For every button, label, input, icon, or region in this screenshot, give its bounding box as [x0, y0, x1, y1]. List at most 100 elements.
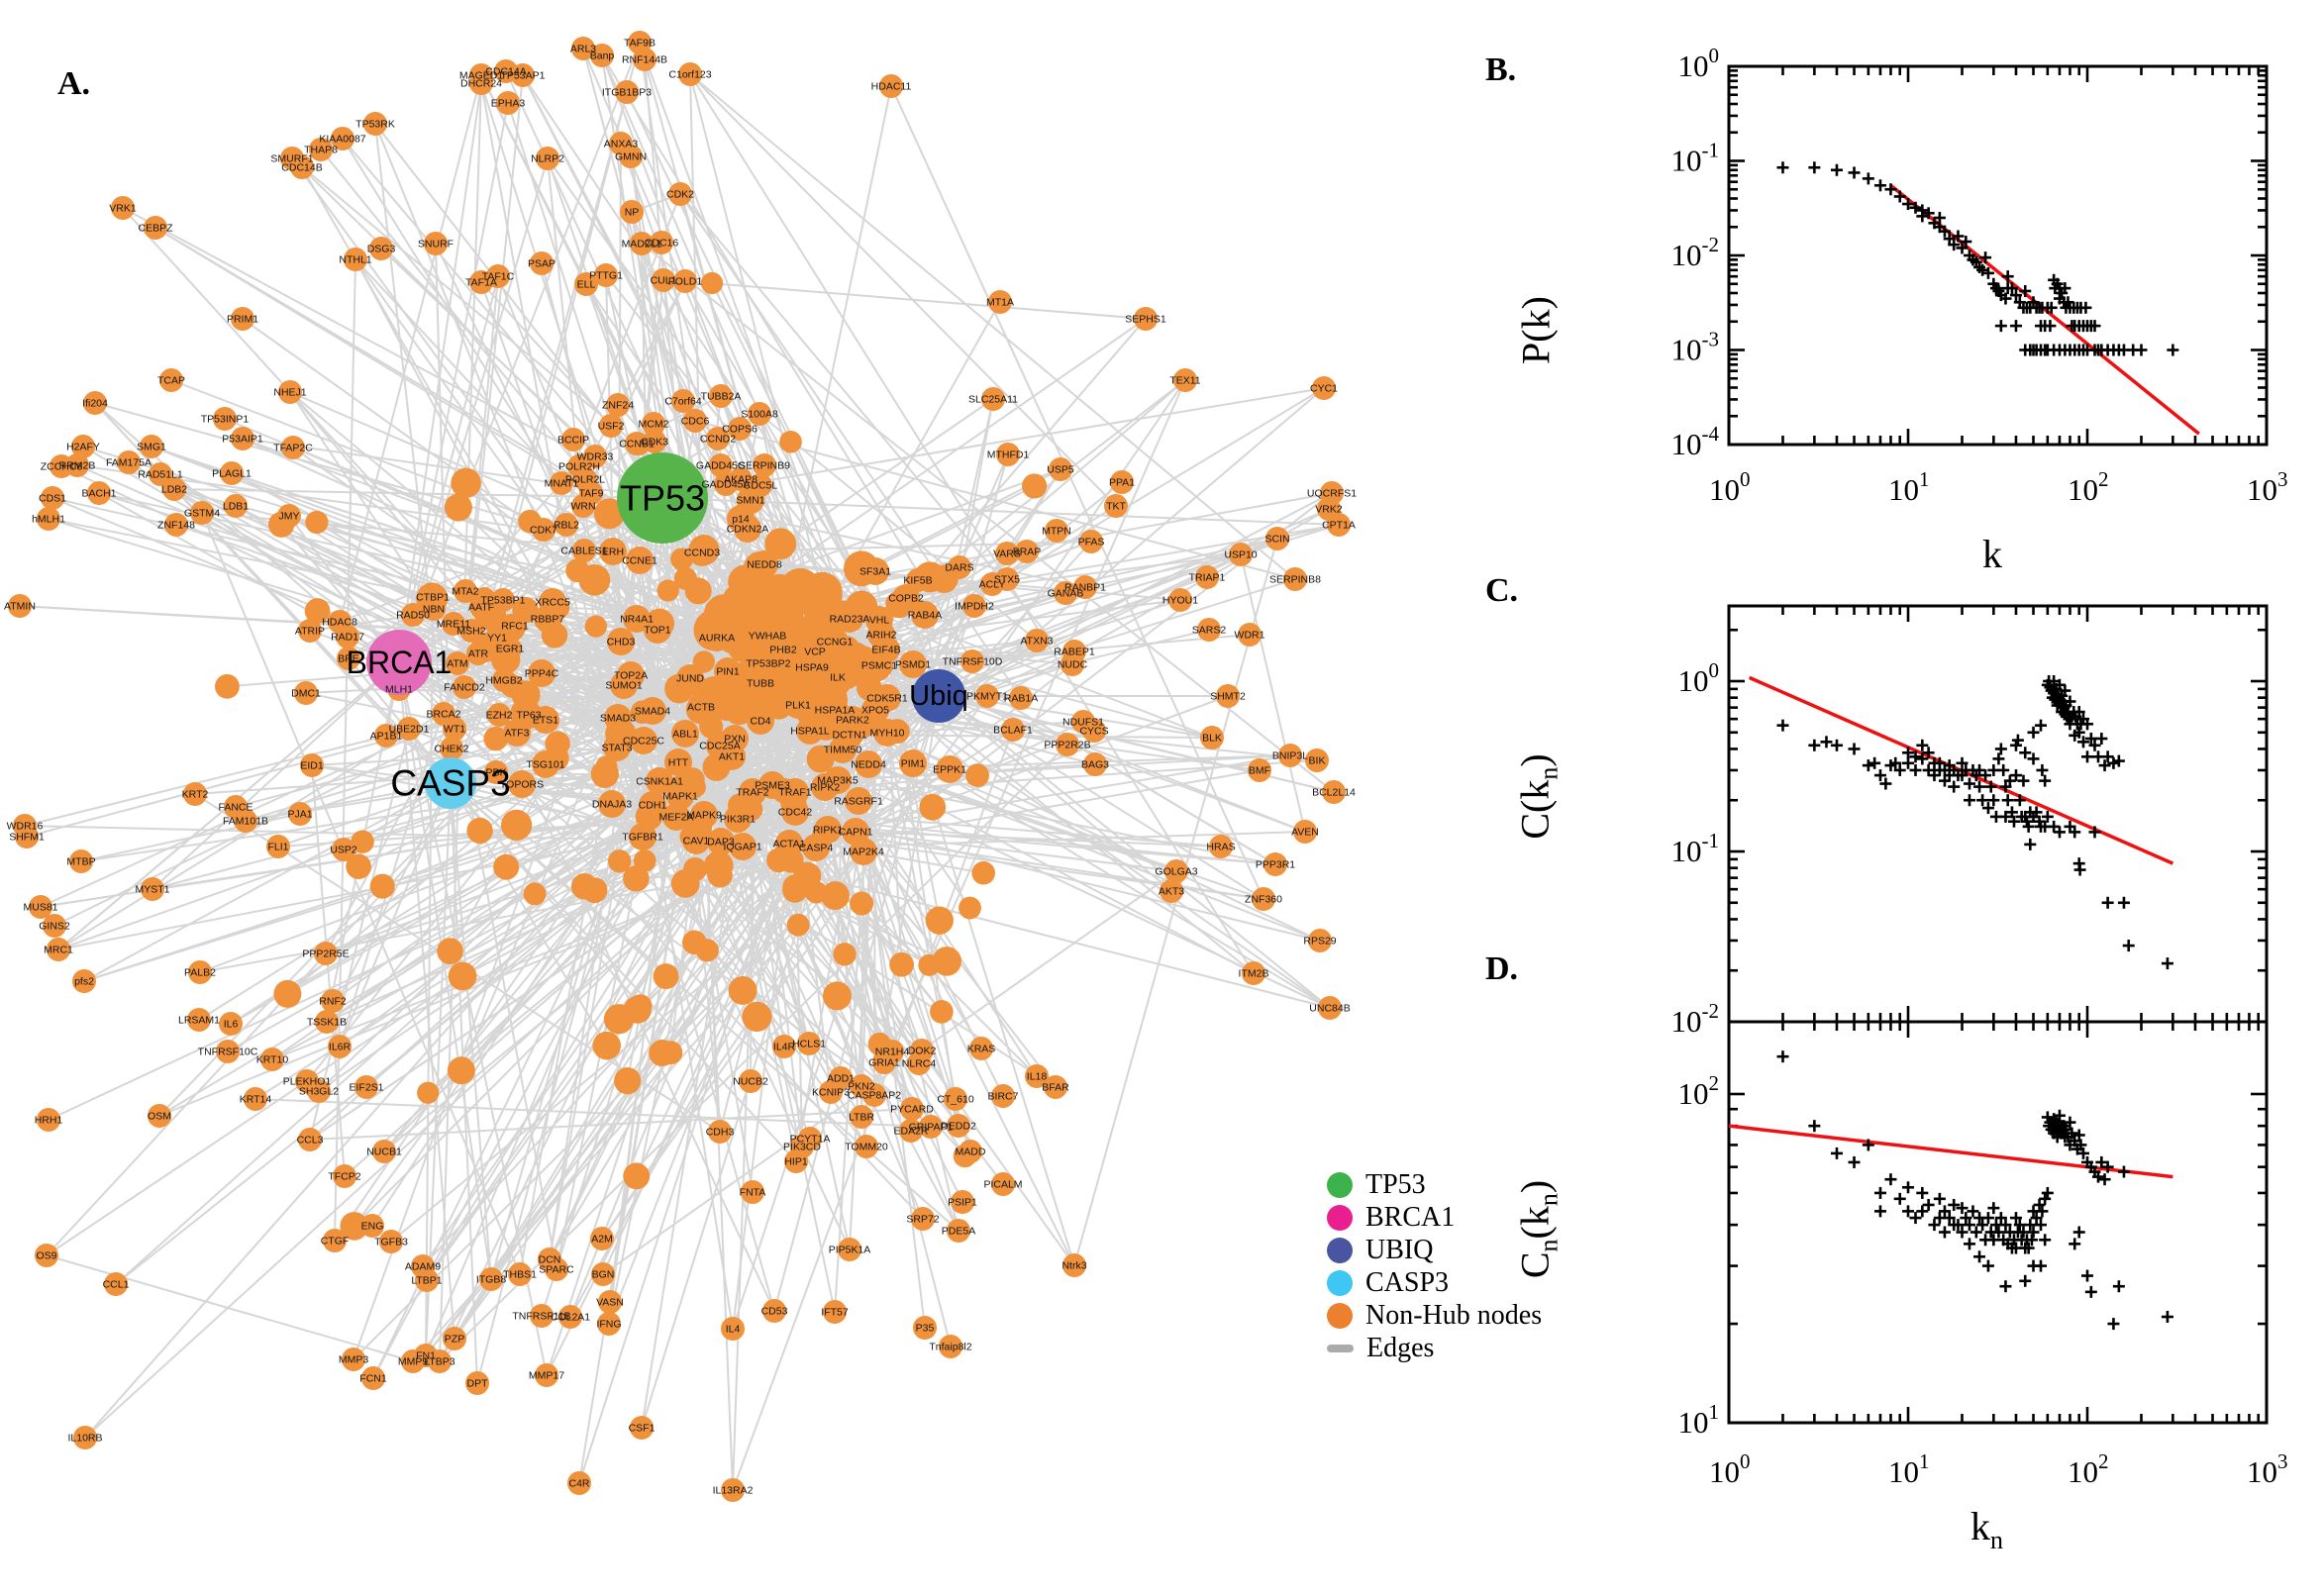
- network-node: [639, 791, 666, 819]
- network-node-label: POLR2L: [565, 474, 605, 486]
- network-node-label: OSM: [148, 1111, 171, 1123]
- network-node-label: MADD: [956, 1147, 986, 1158]
- network-node: [1015, 540, 1039, 563]
- network-node-label: HSPA9: [795, 662, 829, 674]
- network-node-label: PIM1: [901, 758, 926, 770]
- edge: [689, 73, 1255, 974]
- network-node: [650, 231, 673, 254]
- network-node-label: ATM: [447, 658, 467, 670]
- x-tick-label: 100: [1709, 467, 1751, 507]
- network-node: [496, 91, 520, 115]
- network-node-label: TNFRSF11B: [512, 1311, 570, 1323]
- network-node-label: SF3A1: [859, 566, 891, 578]
- edge: [46, 1254, 414, 1362]
- network-node-label: EGR1: [496, 644, 525, 655]
- network-node: [962, 594, 986, 618]
- plot-ticks: [1727, 64, 2269, 447]
- network-node: [639, 697, 666, 725]
- network-node: [298, 619, 322, 643]
- network-node-label: ANXA3: [604, 139, 639, 150]
- network-node: [594, 263, 618, 287]
- network-node: [503, 614, 527, 638]
- network-node: [772, 1035, 796, 1058]
- network-node-label: PCYT1A: [790, 1134, 831, 1146]
- network-node: [630, 727, 657, 754]
- network-node: [646, 767, 673, 795]
- network-node-label: DOK2: [908, 1046, 937, 1057]
- network-node: [574, 272, 598, 296]
- network-node-label: ATR: [468, 648, 489, 660]
- network-node-label: Tnfaip8l2: [929, 1342, 971, 1353]
- network-node-label: MUS81: [23, 902, 57, 914]
- network-node-label: VRK2: [1315, 504, 1343, 516]
- network-node-label: MEF2A: [658, 812, 693, 824]
- network-node: [840, 642, 871, 673]
- network-node: [779, 430, 802, 453]
- network-node: [811, 773, 839, 801]
- edge: [837, 524, 1340, 678]
- network-node-label: TFCP2: [328, 1171, 360, 1183]
- network-node-label: HSPA1L: [790, 726, 830, 738]
- network-node: [215, 673, 240, 699]
- network-node-label: CABLES1: [560, 546, 607, 557]
- network-node: [278, 380, 302, 404]
- network-node-label: FLI1: [267, 842, 288, 853]
- ubiq-swatch-icon: [1327, 1237, 1353, 1263]
- network-node-label: PKMYT1: [966, 691, 1008, 703]
- network-node-label: KRT10: [256, 1054, 289, 1066]
- network-node: [73, 1426, 97, 1449]
- network-node-label: SLC25A11: [968, 394, 1018, 406]
- network-node: [747, 707, 774, 735]
- network-node-label: TNFRSF10D: [943, 656, 1003, 668]
- network-node-label: ETS1: [533, 715, 558, 727]
- network-node: [111, 196, 135, 220]
- network-node: [72, 969, 96, 993]
- axis-title-kn: kn: [1970, 1504, 2003, 1554]
- network-node-label: IFNG: [596, 1319, 621, 1331]
- network-node-label: PZP: [445, 1334, 464, 1346]
- network-node-label: PDE5A: [942, 1226, 975, 1238]
- network-node: [714, 472, 738, 496]
- network-node: [465, 1371, 489, 1395]
- network-node-label: PLK1: [785, 700, 811, 712]
- edge: [827, 829, 881, 1045]
- network-node-label: ACTB: [687, 702, 715, 714]
- network-node-label: NHEJ1: [273, 387, 306, 399]
- network-node: [741, 1180, 764, 1204]
- network-node-label: BCLAF1: [993, 725, 1033, 737]
- network-node-label: ARIH2: [866, 630, 897, 642]
- network-node: [47, 938, 70, 961]
- edge: [450, 275, 499, 784]
- network-node-label: LTBP3: [424, 1356, 454, 1368]
- network-node: [653, 963, 679, 990]
- network-node-label: PKN2: [848, 1081, 875, 1093]
- network-node-label: CDKN2A: [727, 524, 769, 536]
- network-node: [889, 951, 914, 977]
- network-node: [1195, 565, 1219, 589]
- network-node: [159, 368, 183, 392]
- edge: [549, 566, 960, 1260]
- network-node-label: ERH: [602, 547, 624, 558]
- edge: [855, 831, 1177, 872]
- edge: [873, 695, 940, 1096]
- network-node-label: PYCARD: [890, 1104, 934, 1116]
- network-node: [861, 557, 889, 585]
- network-node: [700, 271, 724, 295]
- network-node: [829, 736, 857, 763]
- network-node: [819, 1080, 843, 1104]
- edge: [450, 782, 913, 1110]
- network-node: [443, 717, 466, 741]
- nodes-layer: [8, 31, 1351, 1502]
- network-node: [620, 200, 644, 224]
- network-node: [1312, 376, 1336, 400]
- network-node-label: MAP3K5: [817, 775, 858, 787]
- x-tick-label: 100: [1709, 1449, 1751, 1489]
- network-node-label: CCND3: [684, 548, 720, 559]
- edge: [601, 54, 851, 620]
- network-node: [739, 1069, 762, 1093]
- edge: [450, 782, 492, 1280]
- network-node-label: TOPORS: [500, 779, 544, 791]
- network-node: [975, 684, 999, 708]
- network-node-label: RBL2: [554, 520, 579, 532]
- network-node-label: MRE11: [437, 619, 470, 631]
